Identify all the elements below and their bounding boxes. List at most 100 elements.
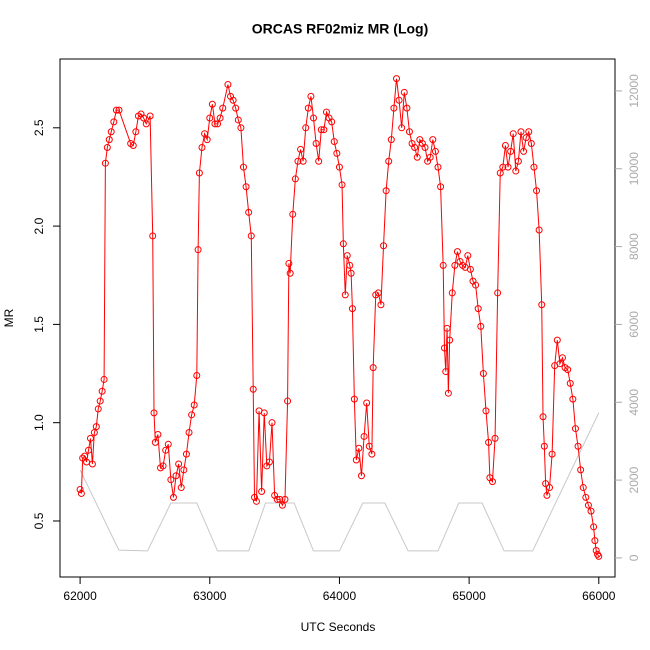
data-point [100, 375, 108, 383]
x-tick-label: 66000 [582, 589, 616, 603]
data-point [188, 411, 196, 419]
data-point [159, 462, 167, 470]
data-point [413, 153, 421, 161]
data-point [357, 472, 365, 480]
data-point [533, 187, 541, 195]
data-point [385, 157, 393, 165]
data-point [107, 128, 115, 136]
data-point [377, 301, 385, 309]
data-point [328, 118, 336, 126]
data-point [268, 419, 276, 427]
data-point [595, 552, 603, 560]
data-point [216, 114, 224, 122]
data-point [393, 75, 401, 83]
data-point [530, 163, 538, 171]
data-point [374, 289, 382, 297]
data-point [132, 128, 140, 136]
data-point [260, 409, 268, 417]
data-point [355, 444, 363, 452]
data-point [509, 130, 517, 138]
data-point [496, 169, 504, 177]
data-point [365, 442, 373, 450]
data-point [322, 108, 330, 116]
data-point [286, 269, 294, 277]
data-point [284, 397, 292, 405]
data-point [591, 537, 599, 545]
data-point [517, 128, 525, 136]
data-point [387, 136, 395, 144]
data-point [380, 242, 388, 250]
data-point [162, 446, 170, 454]
data-point [203, 136, 211, 144]
data-point [76, 486, 84, 494]
data-point [539, 413, 547, 421]
data-point [444, 389, 452, 397]
data-point [504, 163, 512, 171]
data-point [112, 106, 120, 114]
data-point [247, 232, 255, 240]
data-point [442, 368, 450, 376]
data-point [96, 397, 104, 405]
data-point [543, 491, 551, 499]
data-point [335, 163, 343, 171]
data-point [540, 442, 548, 450]
data-point [587, 507, 595, 515]
data-point [514, 157, 522, 165]
data-point [538, 301, 546, 309]
data-point [77, 489, 85, 497]
data-point [110, 118, 118, 126]
data-point [307, 92, 315, 100]
data-point [140, 114, 148, 122]
data-point [434, 163, 442, 171]
data-point [297, 145, 305, 153]
data-point [239, 163, 247, 171]
y-tick-label: 1.0 [32, 414, 46, 431]
data-point [453, 248, 461, 256]
data-point [151, 438, 159, 446]
data-point [577, 466, 585, 474]
chart-title: ORCAS RF02miz MR (Log) [252, 21, 429, 37]
data-point [339, 240, 347, 248]
y2-tick-label: 6000 [627, 311, 641, 338]
data-point [206, 114, 214, 122]
data-point [232, 104, 240, 112]
data-point [574, 442, 582, 450]
data-point [535, 226, 543, 234]
data-point [249, 385, 257, 393]
data-point [172, 472, 180, 480]
data-point [553, 336, 561, 344]
x-tick-label: 64000 [323, 589, 357, 603]
data-point [237, 124, 245, 132]
data-point [592, 546, 600, 554]
data-point [556, 360, 564, 368]
x-axis-title: UTC Seconds [301, 620, 376, 634]
data-point [485, 438, 493, 446]
y-tick-label: 1.5 [32, 316, 46, 333]
data-point [341, 291, 349, 299]
data-point [348, 305, 356, 313]
data-point [258, 487, 266, 495]
data-point [501, 141, 509, 149]
data-point [211, 120, 219, 128]
data-point [451, 261, 459, 269]
data-point [522, 134, 530, 142]
data-point [448, 289, 456, 297]
x-tick-label: 62000 [63, 589, 97, 603]
data-point [363, 399, 371, 407]
data-point [343, 252, 351, 260]
data-point [234, 116, 242, 124]
data-point [569, 395, 577, 403]
data-point [276, 495, 284, 503]
data-point [175, 460, 183, 468]
data-point [190, 401, 198, 409]
data-point [443, 324, 451, 332]
data-point [482, 407, 490, 415]
data-point [431, 147, 439, 155]
data-point [472, 281, 480, 289]
data-point [115, 106, 123, 114]
data-point [488, 478, 496, 486]
data-point [474, 305, 482, 313]
data-point [382, 187, 390, 195]
data-point [582, 493, 590, 501]
data-point [180, 466, 188, 474]
